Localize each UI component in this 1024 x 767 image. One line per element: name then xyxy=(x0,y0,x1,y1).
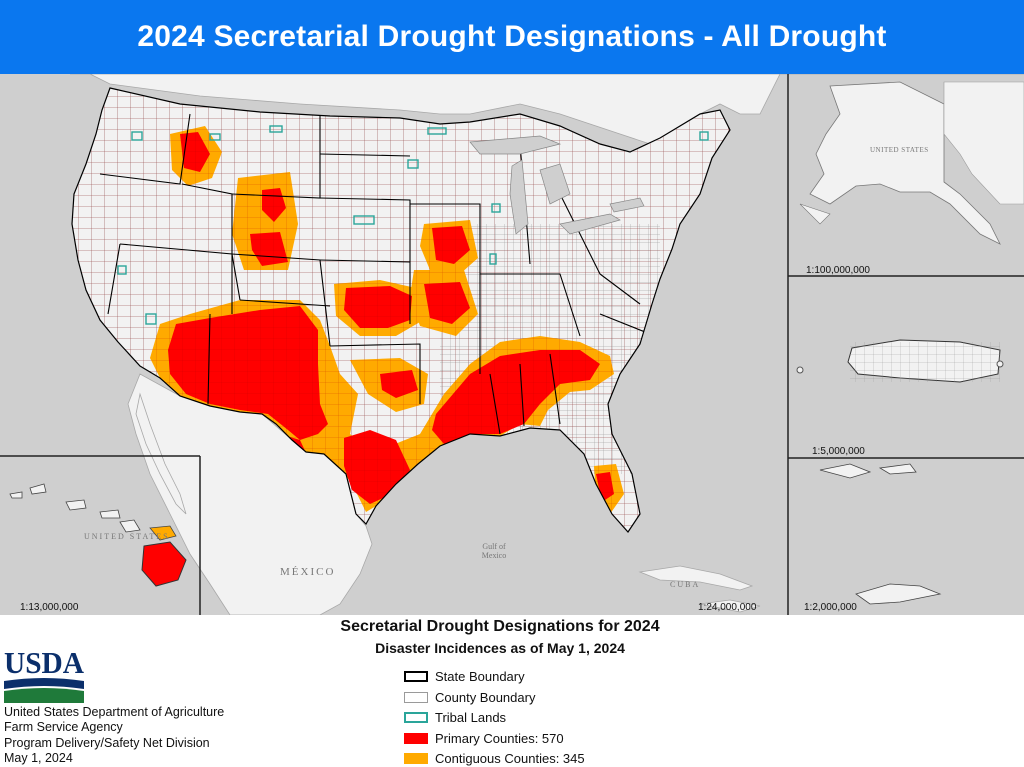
alaska-scale: 1:100,000,000 xyxy=(806,265,870,276)
cuba-land xyxy=(638,565,754,591)
county-boundary-swatch xyxy=(404,691,428,703)
agency-line-date: May 1, 2024 xyxy=(4,751,73,765)
hawaii-inset xyxy=(9,483,187,587)
legend-item-county-boundary: County Boundary xyxy=(404,689,535,705)
contiguous-counties-swatch xyxy=(404,752,428,764)
cuba-label: CUBA xyxy=(670,580,701,589)
puerto-rico-scale: 1:5,000,000 xyxy=(812,446,865,457)
map-svg[interactable] xyxy=(0,74,1024,615)
virgin-islands-inset xyxy=(819,463,942,605)
legend-title: Secretarial Drought Designations for 202… xyxy=(340,618,660,635)
legend-item-tribal-lands: Tribal Lands xyxy=(404,709,506,725)
agency-line-division: Program Delivery/Safety Net Division xyxy=(4,736,210,750)
great-lakes xyxy=(469,135,645,235)
map-area[interactable]: 1:100,000,000 1:5,000,000 1:2,000,000 1:… xyxy=(0,74,1024,615)
alaska-inset xyxy=(799,81,1024,245)
usda-logo: USDA xyxy=(4,645,84,703)
conus-scale: 1:24,000,000 xyxy=(698,602,757,613)
legend-label: Contiguous Counties: 345 xyxy=(435,750,585,766)
baja-land xyxy=(135,392,187,515)
title-bar: 2024 Secretarial Drought Designations - … xyxy=(0,0,1024,74)
alaska-us-label: UNITED STATES xyxy=(870,146,929,154)
legend-item-state-boundary: State Boundary xyxy=(404,668,525,684)
agency-line-fsa: Farm Service Agency xyxy=(4,720,123,734)
legend-label: Primary Counties: 570 xyxy=(435,730,564,746)
mexico-label: MÉXICO xyxy=(280,566,336,578)
legend-label: Tribal Lands xyxy=(435,709,507,725)
state-boundary-swatch xyxy=(404,670,428,682)
primary-counties-swatch xyxy=(404,732,428,744)
map-title: 2024 Secretarial Drought Designations - … xyxy=(137,20,887,53)
legend-item-primary-counties: Primary Counties: 570 xyxy=(404,730,564,746)
legend-label: County Boundary xyxy=(435,689,536,705)
puerto-rico-inset xyxy=(796,339,1004,383)
usda-logo-text: USDA xyxy=(4,645,84,680)
legend-item-contiguous-counties: Contiguous Counties: 345 xyxy=(404,750,585,766)
agency-line-department: United States Department of Agriculture xyxy=(4,705,225,719)
tribal-lands-swatch xyxy=(404,711,428,723)
legend-label: State Boundary xyxy=(435,668,525,684)
gulf-label: Gulf of Mexico xyxy=(481,542,507,560)
canada-land xyxy=(70,74,1024,145)
hawaii-scale: 1:13,000,000 xyxy=(20,602,79,613)
hispaniola-land xyxy=(699,599,761,613)
legend-subtitle: Disaster Incidences as of May 1, 2024 xyxy=(375,640,625,656)
virgin-islands-scale: 1:2,000,000 xyxy=(804,602,857,613)
hawaii-us-label: UNITED STATES xyxy=(84,532,170,541)
